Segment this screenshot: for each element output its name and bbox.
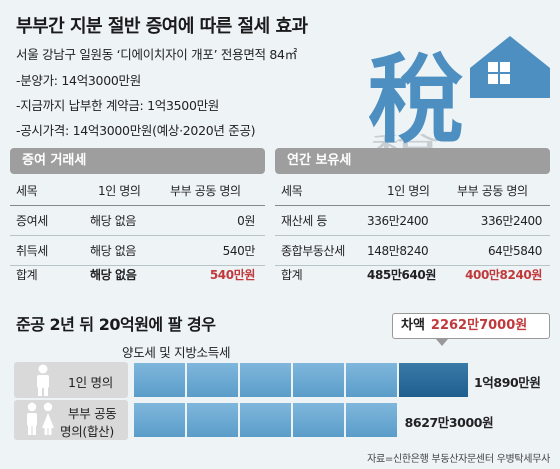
- bar-difference-segment: [398, 363, 468, 397]
- holding-table-heading: 연간 보유세: [275, 148, 550, 174]
- bar-segment: [345, 363, 397, 397]
- house-tax-icon: 稅 稅: [368, 36, 550, 161]
- table-row: 취득세 해당 없음 540만: [10, 236, 265, 266]
- table-total-row: 합계 해당 없음 540만원: [10, 260, 265, 290]
- table-cell: 0원: [237, 214, 255, 228]
- column-header: 부부 공동 명의: [170, 184, 241, 198]
- column-header: 세목: [16, 184, 38, 198]
- holding-total-joint: 400만8240원: [465, 268, 542, 282]
- table-cell: 취득세: [16, 244, 48, 258]
- bar-segment: [345, 403, 397, 437]
- table-header-row: 세목 1인 명의 부부 공동 명의: [275, 176, 550, 206]
- table-header-row: 세목 1인 명의 부부 공동 명의: [10, 176, 265, 206]
- single-owner-value: 1억890만원: [474, 375, 541, 390]
- bar-segment: [292, 403, 344, 437]
- tax-label: 양도세 및 지방소득세: [122, 345, 231, 360]
- scenario-title: 준공 2년 뒤 20억원에 팔 경우: [16, 315, 216, 334]
- bar-segment: [186, 403, 238, 437]
- table-cell: 합계: [16, 268, 38, 282]
- page-title: 부부간 지분 절반 증여에 따른 절세 효과: [16, 16, 308, 37]
- bar-segment: [239, 363, 291, 397]
- table-row: 종합부동산세 148만8240 64만5840: [275, 236, 550, 266]
- tax-character: 稅: [368, 43, 464, 156]
- source-note: 자료=신한은행 부동산자문센터 우병탁세무사: [367, 454, 550, 465]
- difference-pointer: [436, 339, 448, 346]
- table-cell: 64만5840: [487, 244, 542, 258]
- column-header: 부부 공동 명의: [457, 184, 528, 198]
- column-header: 1인 명의: [98, 184, 141, 198]
- couple-icon: [27, 402, 54, 435]
- joint-owner-value: 8627만3000원: [404, 415, 494, 430]
- difference-label: 차액: [401, 318, 425, 333]
- bar-segment: [134, 403, 185, 437]
- gift-total-joint: 540만원: [209, 268, 256, 282]
- column-header: 세목: [281, 184, 303, 198]
- table-cell: 합계: [281, 268, 303, 282]
- info-line-1: 서울 강남구 일원동 ‘디에이치자이 개포’ 전용면적 84㎡: [16, 47, 297, 62]
- person-icon: [37, 364, 49, 396]
- table-cell: 종합부동산세: [281, 244, 345, 258]
- table-cell: 540만: [222, 244, 256, 258]
- person-box-single: 1인 명의: [14, 362, 128, 398]
- info-line-3: -지금까지 납부한 계약금: 1억3500만원: [16, 98, 220, 113]
- single-owner-bar: [134, 363, 468, 397]
- joint-owner-label-1: 부부 공동: [68, 406, 117, 421]
- holding-total-single: 485만640원: [367, 268, 436, 282]
- table-cell: 재산세 등: [281, 214, 327, 228]
- bar-segment: [239, 403, 291, 437]
- info-line-4: -공시가격: 14억3000만원(예상·2020년 준공): [16, 123, 256, 138]
- column-header: 1인 명의: [387, 184, 430, 198]
- table-cell: 해당 없음: [90, 214, 136, 228]
- single-owner-label: 1인 명의: [68, 375, 113, 390]
- person-box-joint: 부부 공동 명의(합산): [14, 400, 128, 440]
- gift-table-heading: 증여 거래세: [10, 148, 265, 174]
- table-cell: 해당 없음: [90, 244, 136, 258]
- joint-owner-bar: [134, 403, 399, 437]
- table-cell: 336만2400: [367, 214, 429, 228]
- info-line-2: -분양가: 14억3000만원: [16, 73, 141, 88]
- bar-segment: [134, 363, 185, 397]
- bar-segment: [292, 363, 344, 397]
- difference-callout: 차액 2262만7000원: [392, 313, 550, 339]
- table-cell: 148만8240: [367, 244, 429, 258]
- tax-graphic: 稅 稅: [360, 28, 550, 161]
- table-row: 증여세 해당 없음 0원: [10, 206, 265, 236]
- difference-value: 2262만7000원: [430, 318, 528, 333]
- table-cell: 336만2400: [480, 214, 543, 228]
- joint-owner-label-2: 명의(합산): [60, 424, 114, 439]
- table-cell: 증여세: [16, 214, 48, 228]
- table-cell: 해당 없음: [90, 268, 137, 282]
- table-total-row: 합계 485만640원 400만8240원: [275, 260, 550, 290]
- holding-table: 세목 1인 명의 부부 공동 명의 재산세 등 336만2400 336만240…: [275, 176, 550, 288]
- table-row: 재산세 등 336만2400 336만2400: [275, 206, 550, 236]
- gift-table: 세목 1인 명의 부부 공동 명의 증여세 해당 없음 0원 취득세 해당 없음…: [10, 176, 265, 288]
- bar-segment: [186, 363, 238, 397]
